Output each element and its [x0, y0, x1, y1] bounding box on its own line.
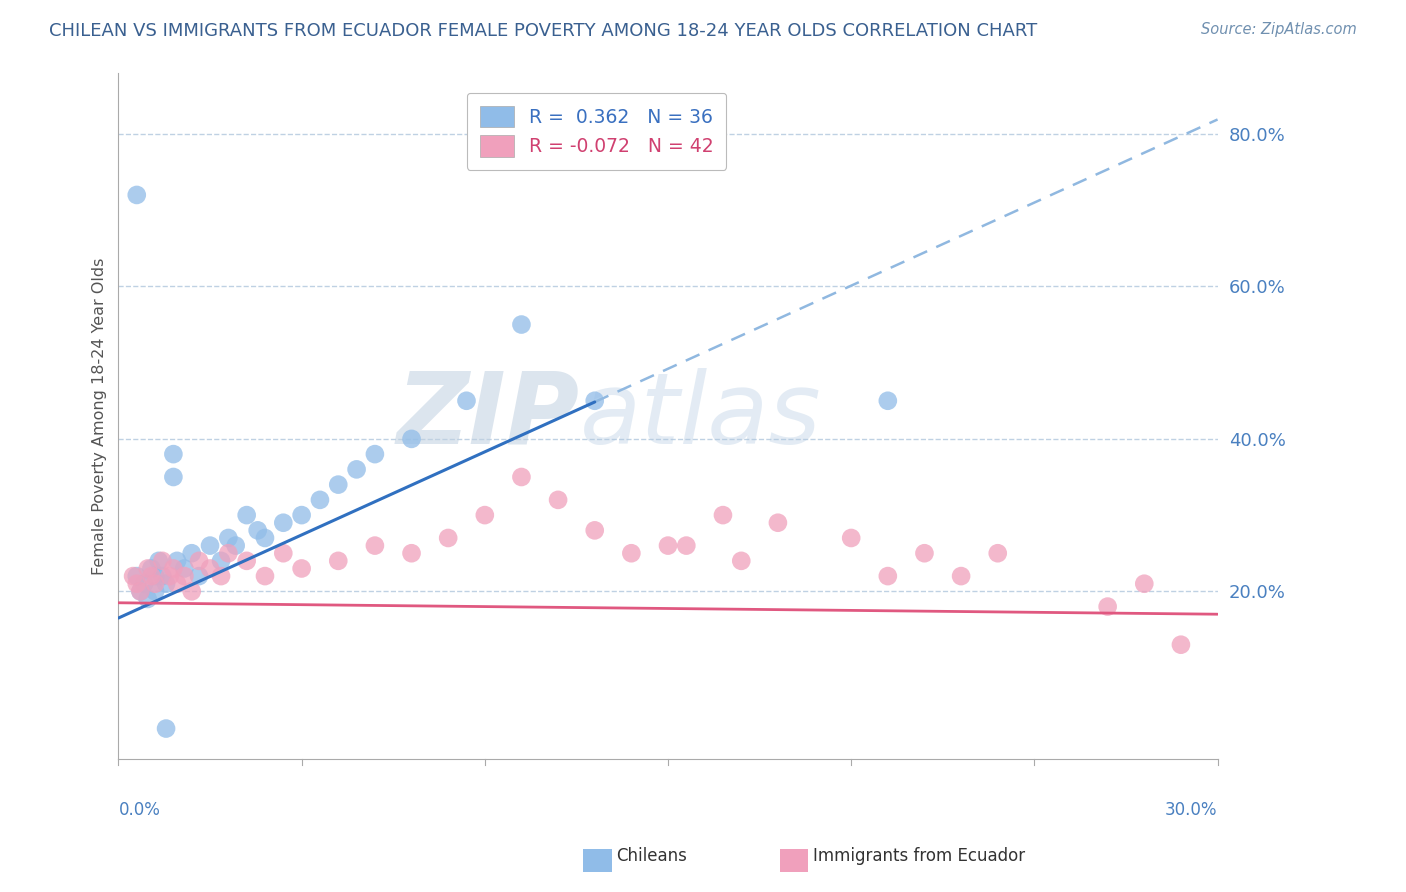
Point [235, 554, 257, 568]
Point [136, 591, 159, 606]
Point [125, 188, 148, 202]
Point [914, 546, 936, 560]
Point [143, 569, 166, 583]
Text: CHILEAN VS IMMIGRANTS FROM ECUADOR FEMALE POVERTY AMONG 18-24 YEAR OLDS CORRELAT: CHILEAN VS IMMIGRANTS FROM ECUADOR FEMAL… [49, 22, 1038, 40]
Point [152, 569, 174, 583]
Point [173, 561, 195, 575]
Text: 0.0%: 0.0% [118, 801, 160, 819]
Point [162, 447, 184, 461]
Point [129, 584, 152, 599]
Point [188, 554, 211, 568]
Point [583, 393, 606, 408]
Point [155, 722, 177, 736]
Point [159, 569, 181, 583]
Point [246, 524, 269, 538]
Point [180, 546, 202, 560]
Point [217, 531, 239, 545]
Point [510, 318, 533, 332]
Point [1133, 576, 1156, 591]
Point [950, 569, 973, 583]
Point [129, 584, 152, 599]
Point [162, 561, 184, 575]
Text: 30.0%: 30.0% [1166, 801, 1218, 819]
Point [198, 539, 221, 553]
Point [711, 508, 734, 522]
Point [510, 470, 533, 484]
Y-axis label: Female Poverty Among 18-24 Year Olds: Female Poverty Among 18-24 Year Olds [93, 257, 107, 574]
Point [173, 569, 195, 583]
Point [766, 516, 789, 530]
Point [839, 531, 862, 545]
Point [253, 531, 276, 545]
Point [876, 569, 898, 583]
Point [583, 524, 606, 538]
Point [401, 432, 423, 446]
Point [730, 554, 752, 568]
Point [136, 561, 159, 575]
Point [273, 546, 295, 560]
Point [1097, 599, 1119, 614]
Point [155, 576, 177, 591]
Point [675, 539, 697, 553]
Text: Chileans: Chileans [616, 847, 686, 865]
Point [166, 576, 188, 591]
Point [125, 569, 148, 583]
Point [209, 554, 232, 568]
Point [657, 539, 679, 553]
Text: Immigrants from Ecuador: Immigrants from Ecuador [813, 847, 1025, 865]
Point [141, 569, 163, 583]
Point [437, 531, 460, 545]
Point [143, 576, 166, 591]
Point [309, 492, 332, 507]
Point [166, 554, 188, 568]
Point [987, 546, 1010, 560]
Point [180, 584, 202, 599]
Point [235, 508, 257, 522]
Point [225, 539, 247, 553]
Point [474, 508, 496, 522]
Text: atlas: atlas [581, 368, 821, 465]
Point [1170, 638, 1192, 652]
Point [198, 561, 221, 575]
Point [547, 492, 569, 507]
Point [876, 393, 898, 408]
Point [162, 470, 184, 484]
Point [328, 477, 350, 491]
Point [273, 516, 295, 530]
Point [148, 554, 170, 568]
Point [456, 393, 478, 408]
Text: Source: ZipAtlas.com: Source: ZipAtlas.com [1201, 22, 1357, 37]
Point [122, 569, 145, 583]
Text: ZIP: ZIP [396, 368, 581, 465]
Point [364, 447, 387, 461]
Point [132, 576, 155, 591]
Point [143, 584, 166, 599]
Point [401, 546, 423, 560]
Point [328, 554, 350, 568]
Point [141, 561, 163, 575]
Point [125, 576, 148, 591]
Point [152, 554, 174, 568]
Point [188, 569, 211, 583]
Point [291, 561, 314, 575]
Legend: R =  0.362   N = 36, R = -0.072   N = 42: R = 0.362 N = 36, R = -0.072 N = 42 [467, 93, 727, 169]
Point [217, 546, 239, 560]
Point [620, 546, 643, 560]
Point [346, 462, 368, 476]
Point [209, 569, 232, 583]
Point [291, 508, 314, 522]
Point [364, 539, 387, 553]
Point [253, 569, 276, 583]
